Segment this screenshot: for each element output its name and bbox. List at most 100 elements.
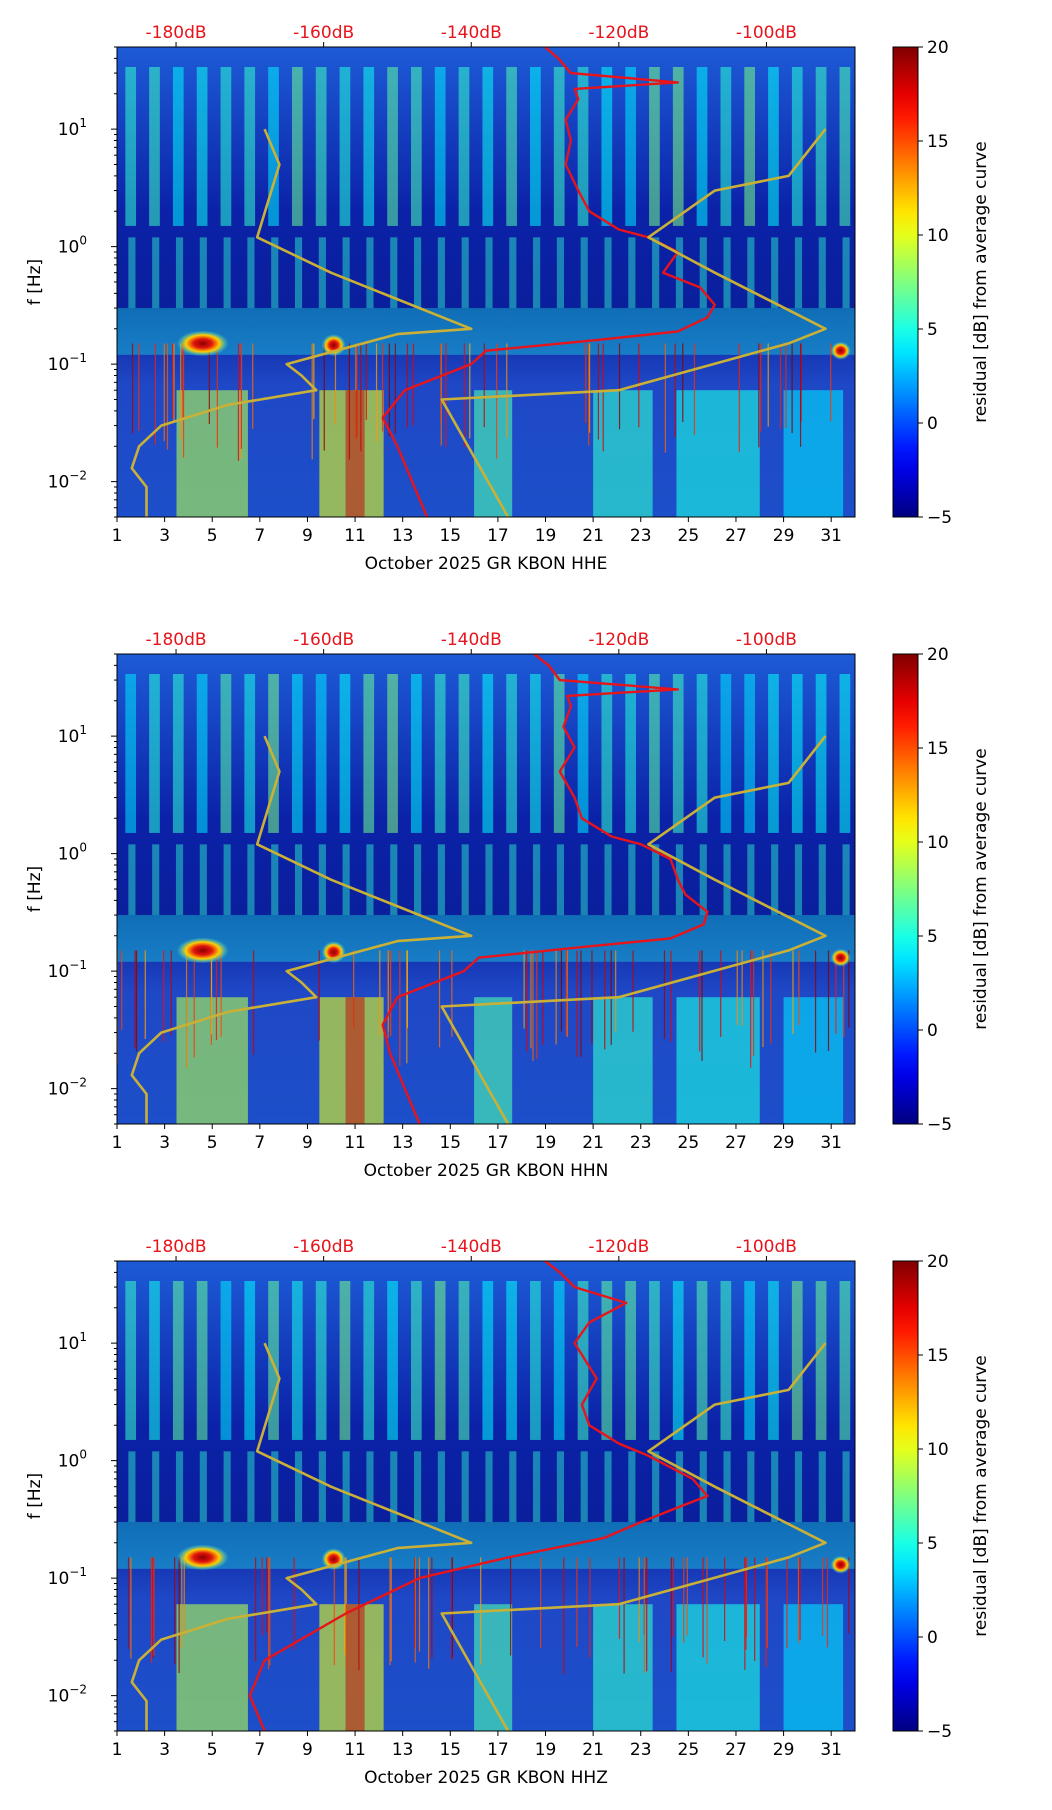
stripe (220, 1281, 232, 1440)
x-tick-label: 3 (159, 1133, 170, 1153)
stripe (723, 1451, 731, 1523)
stripe (315, 1281, 327, 1440)
top-db-tick-label: -120dB (588, 630, 649, 650)
stripe (625, 67, 636, 226)
stripe (196, 1281, 208, 1440)
y-tick-label: 100 (58, 1448, 87, 1472)
stripe (271, 1451, 279, 1523)
stripe (723, 237, 731, 309)
stripe (720, 1281, 732, 1440)
stripe (175, 844, 184, 916)
nlnm-curve (130, 735, 473, 1124)
x-tick-label: 25 (678, 526, 700, 546)
stripe (485, 844, 493, 916)
stripe (628, 1451, 636, 1523)
colorbar-tick-label: 15 (927, 739, 949, 759)
x-axis-label: October 2025 GR KBON HHE (365, 554, 608, 574)
top-db-tick-label: -160dB (293, 1237, 354, 1257)
stripe (580, 237, 588, 309)
colorbar-tick-label: 0 (927, 1628, 938, 1648)
stripe (390, 1451, 398, 1523)
stripe (366, 844, 374, 916)
stripe (125, 67, 137, 226)
stripe (172, 674, 184, 833)
stripe (580, 1451, 588, 1523)
stripe (461, 844, 469, 916)
stripe (342, 1451, 350, 1523)
stripe (506, 1281, 517, 1440)
stripe (220, 67, 232, 226)
stripe (458, 1281, 470, 1440)
stripe (771, 1451, 779, 1523)
stripe (434, 1281, 446, 1440)
x-tick-label: 1 (112, 526, 123, 546)
top-db-tick-label: -160dB (293, 630, 354, 650)
stripe (411, 1281, 422, 1440)
stripe (818, 844, 826, 916)
x-tick-label: 15 (439, 1133, 461, 1153)
stripe (390, 844, 398, 916)
x-tick-label: 3 (159, 1740, 170, 1760)
stripe (649, 1281, 660, 1440)
colorbar-tick-label: −5 (927, 1115, 952, 1135)
x-tick-label: 23 (630, 526, 652, 546)
y-tick-exponent: −2 (69, 469, 87, 483)
hot-band (345, 997, 365, 1124)
stripe (556, 844, 564, 916)
lowfreq-burst (593, 997, 653, 1124)
stripe (794, 844, 803, 916)
stripe (604, 1451, 612, 1523)
stripe (152, 237, 160, 309)
x-axis-label: October 2025 GR KBON HHN (364, 1161, 609, 1181)
stripe (815, 1281, 827, 1440)
stripe (149, 67, 160, 226)
stripe (625, 1281, 636, 1440)
stripe (839, 1281, 851, 1440)
y-axis-label: f [Hz] (25, 866, 45, 912)
stripe (458, 67, 470, 226)
colorbar-tick-label: 0 (927, 414, 938, 434)
x-tick-label: 23 (630, 1740, 652, 1760)
stripe (699, 237, 707, 309)
stripe (604, 844, 612, 916)
stripe (485, 1451, 493, 1523)
stripe (294, 844, 303, 916)
x-tick-label: 3 (159, 526, 170, 546)
x-tick-label: 27 (725, 526, 747, 546)
stripe (556, 237, 564, 309)
stripe (649, 674, 660, 833)
storm-blob (176, 330, 229, 357)
stripe (553, 67, 565, 226)
x-tick-label: 23 (630, 1133, 652, 1153)
stripe (247, 237, 255, 309)
stripe (318, 1451, 326, 1523)
colorbar-label: residual [dB] from average curve (971, 1355, 991, 1636)
stripe (556, 1451, 564, 1523)
stripe (458, 674, 470, 833)
stripe (533, 1451, 541, 1523)
top-db-tick-label: -120dB (588, 1237, 649, 1257)
top-db-tick-label: -140dB (441, 630, 502, 650)
stripe (268, 1281, 279, 1440)
storm-blob (830, 341, 851, 360)
stripe (482, 1281, 494, 1440)
x-tick-label: 15 (439, 526, 461, 546)
y-tick-label: 10−1 (48, 1565, 87, 1589)
top-db-tick-label: -100dB (736, 23, 797, 43)
stripe (771, 237, 779, 309)
stripe (244, 1281, 256, 1440)
stripe (530, 1281, 541, 1440)
x-tick-label: 13 (392, 526, 414, 546)
stripe (696, 67, 708, 226)
stripe (771, 844, 779, 916)
colorbar-tick-label: 0 (927, 1021, 938, 1041)
stripe (128, 1451, 136, 1523)
stripe (696, 674, 708, 833)
y-tick-exponent: −1 (69, 1565, 87, 1579)
top-db-tick-label: -120dB (588, 23, 649, 43)
stripe (720, 674, 732, 833)
nlnm-curve (130, 128, 473, 517)
lowfreq-burst (176, 390, 248, 517)
